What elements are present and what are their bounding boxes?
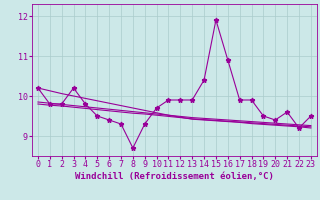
X-axis label: Windchill (Refroidissement éolien,°C): Windchill (Refroidissement éolien,°C) <box>75 172 274 181</box>
